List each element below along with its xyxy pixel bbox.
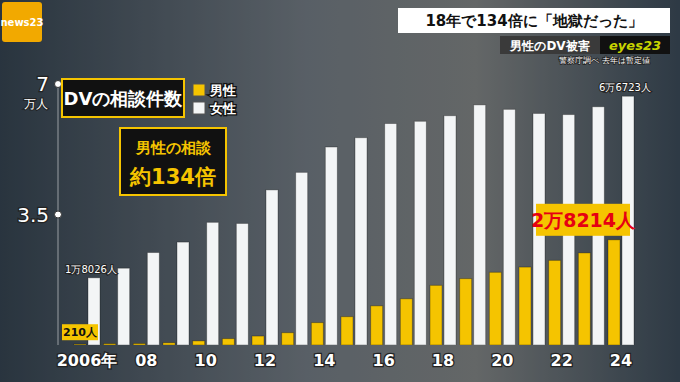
x-tick-label: 14 bbox=[313, 351, 335, 370]
bar bbox=[385, 124, 397, 345]
legend-swatch bbox=[193, 84, 205, 96]
bar bbox=[460, 279, 472, 345]
bar bbox=[608, 240, 620, 345]
x-tick-label: 20 bbox=[491, 351, 513, 370]
bar bbox=[252, 336, 264, 345]
bar bbox=[341, 317, 353, 345]
data-label: 2万8214人 bbox=[531, 209, 636, 231]
bar bbox=[207, 222, 219, 345]
bar bbox=[355, 138, 367, 345]
headline-box bbox=[398, 8, 670, 33]
x-tick-label: 24 bbox=[610, 351, 632, 370]
legend-label: 男性 bbox=[209, 83, 236, 98]
y-tick bbox=[55, 81, 62, 88]
chart: 3.5 7万人 2006年 08 10 12 14 16 18 20 22 24 210人 2万8214人… bbox=[0, 0, 680, 382]
x-tick-label: 12 bbox=[254, 351, 276, 370]
bar bbox=[296, 172, 308, 345]
annotation: 男性の相談 bbox=[135, 139, 212, 157]
segment-box bbox=[500, 36, 600, 54]
bar bbox=[430, 285, 442, 345]
y-axis-label: 万人 bbox=[24, 97, 48, 111]
bar bbox=[503, 109, 515, 345]
bar bbox=[74, 344, 86, 345]
x-tick-label: 22 bbox=[551, 351, 573, 370]
bar bbox=[444, 116, 456, 345]
legend-label: 女性 bbox=[209, 101, 236, 116]
headline: 18年で134倍に「地獄だった」 bbox=[425, 12, 642, 30]
bar bbox=[266, 190, 278, 345]
bar bbox=[282, 333, 294, 345]
bar bbox=[177, 242, 189, 345]
bar bbox=[193, 341, 205, 345]
annotation: 約134倍 bbox=[129, 165, 216, 189]
y-tick bbox=[55, 211, 62, 218]
annotation-box bbox=[120, 128, 226, 195]
bar bbox=[474, 105, 486, 345]
segment: 男性のDV被害 bbox=[509, 39, 589, 53]
x-tick-label: 10 bbox=[195, 351, 217, 370]
bar bbox=[147, 253, 159, 345]
program-box bbox=[600, 36, 670, 54]
x-tick-label: 2006年 bbox=[57, 351, 118, 370]
program: eyes23 bbox=[609, 38, 661, 53]
bar bbox=[414, 121, 426, 345]
data-label-box bbox=[62, 324, 98, 340]
logo: news23 bbox=[0, 17, 43, 28]
bar bbox=[549, 260, 561, 345]
y-tick-label: 7 bbox=[36, 72, 49, 96]
x-tick-label: 08 bbox=[135, 351, 157, 370]
bar bbox=[325, 147, 337, 345]
title-box bbox=[62, 79, 184, 117]
data-label: 210人 bbox=[63, 326, 98, 339]
bar bbox=[133, 344, 145, 345]
bar bbox=[489, 272, 501, 345]
background bbox=[0, 0, 680, 382]
bar bbox=[104, 344, 116, 345]
bar bbox=[222, 339, 234, 345]
legend-swatch bbox=[193, 102, 205, 114]
bar bbox=[578, 253, 590, 345]
title: DVの相談件数 bbox=[64, 88, 184, 109]
bar bbox=[519, 267, 531, 345]
background-shade bbox=[0, 0, 680, 382]
source: 警察庁調べ 去年は暫定値 bbox=[559, 56, 650, 65]
x-tick-label: 18 bbox=[432, 351, 454, 370]
data-label: 6万6723人 bbox=[599, 82, 651, 93]
bar bbox=[118, 268, 130, 345]
x-tick-label: 16 bbox=[373, 351, 395, 370]
bar bbox=[400, 299, 412, 345]
bar bbox=[163, 343, 175, 345]
data-label: 1万8026人 bbox=[65, 264, 117, 275]
bar bbox=[311, 323, 323, 345]
bar bbox=[236, 223, 248, 345]
y-tick-label: 3.5 bbox=[17, 203, 49, 227]
bar bbox=[371, 306, 383, 345]
